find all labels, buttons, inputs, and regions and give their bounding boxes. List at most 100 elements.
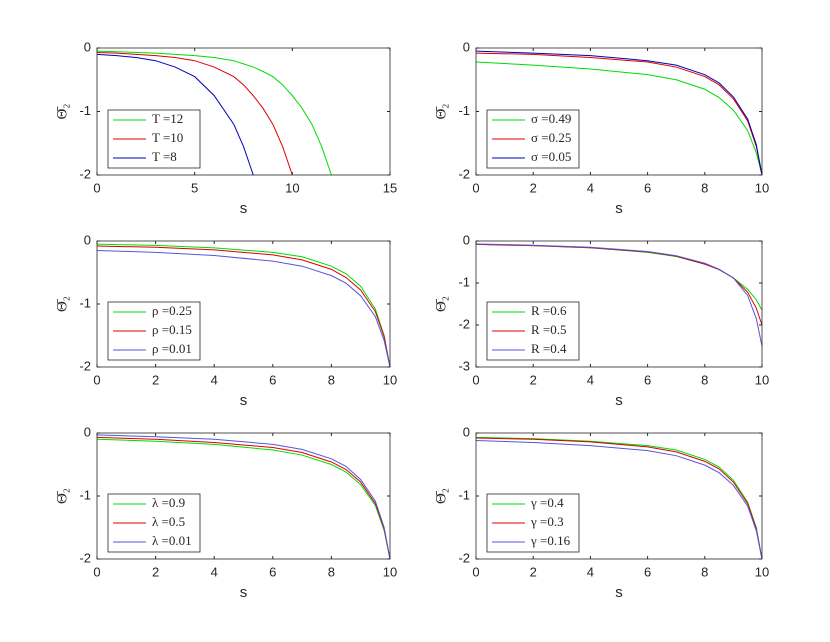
x-tick-label: 5 (191, 180, 198, 195)
x-tick-label: 2 (152, 564, 159, 579)
legend-label: γ =0.4 (530, 495, 564, 510)
x-tick-label: 2 (530, 372, 537, 387)
y-tick-label: -1 (458, 103, 470, 118)
series-line (96, 243, 391, 368)
legend-label: σ =0.49 (531, 111, 571, 126)
legend-label: γ =0.16 (530, 533, 571, 548)
legend-label: λ =0.9 (152, 495, 185, 510)
y-tick-label: -2 (79, 358, 91, 373)
series-line (475, 61, 763, 176)
y-tick-label: -1 (458, 487, 470, 502)
x-tick-label: 8 (701, 180, 708, 195)
x-tick-label: 2 (152, 372, 159, 387)
series-line (96, 438, 391, 560)
x-tick-label: 6 (644, 564, 651, 579)
series-line (96, 50, 332, 176)
x-axis-label: s (240, 392, 248, 409)
legend-label: R =0.5 (531, 322, 567, 337)
x-tick-label: 2 (530, 180, 537, 195)
y-tick-label: 0 (84, 39, 91, 54)
y-tick-label: -2 (79, 166, 91, 181)
x-tick-label: 10 (285, 180, 299, 195)
legend-label: R =0.6 (531, 303, 567, 318)
x-tick-label: 4 (211, 372, 218, 387)
x-tick-label: 4 (587, 372, 594, 387)
series-line (475, 243, 763, 347)
y-tick-label: 0 (84, 232, 91, 247)
x-tick-label: 10 (755, 372, 769, 387)
x-tick-label: 0 (472, 564, 479, 579)
series-line (475, 52, 763, 176)
y-axis-label: Θ̄₂ (433, 488, 449, 504)
series-line (475, 437, 763, 560)
x-tick-label: 2 (530, 564, 537, 579)
x-tick-label: 10 (383, 564, 397, 579)
x-tick-label: 4 (211, 564, 218, 579)
y-tick-label: 0 (463, 39, 470, 54)
y-tick-label: 0 (463, 424, 470, 439)
y-axis-label: Θ̄₂ (433, 103, 449, 119)
x-tick-label: 8 (701, 372, 708, 387)
x-tick-label: 0 (93, 180, 100, 195)
x-tick-label: 4 (587, 180, 594, 195)
x-axis-label: s (615, 200, 623, 217)
x-axis-label: s (240, 584, 248, 601)
axes-box (96, 47, 391, 176)
legend-label: λ =0.5 (152, 514, 185, 529)
series-line (475, 50, 763, 176)
axes-box (96, 240, 391, 368)
x-tick-label: 6 (269, 564, 276, 579)
x-axis-label: s (615, 584, 623, 601)
legend-label: ρ =0.01 (152, 341, 192, 356)
y-tick-label: 0 (84, 424, 91, 439)
series-line (96, 436, 391, 560)
x-tick-label: 0 (472, 180, 479, 195)
y-tick-label: -1 (79, 103, 91, 118)
x-tick-label: 8 (328, 372, 335, 387)
x-axis-label: s (615, 392, 623, 409)
x-tick-label: 6 (644, 372, 651, 387)
series-line (96, 245, 391, 368)
x-tick-label: 8 (328, 564, 335, 579)
x-tick-label: 10 (755, 180, 769, 195)
series-line (96, 249, 391, 368)
series-line (96, 434, 391, 560)
x-tick-label: 0 (93, 372, 100, 387)
y-axis-label: Θ̄₂ (54, 103, 70, 119)
x-tick-label: 0 (472, 372, 479, 387)
legend-label: R =0.4 (531, 341, 567, 356)
legend-label: σ =0.05 (531, 149, 571, 164)
axes-box (96, 432, 391, 560)
legend-label: T =8 (152, 149, 177, 164)
legend-label: σ =0.25 (531, 130, 571, 145)
y-tick-label: -1 (458, 274, 470, 289)
y-tick-label: -3 (458, 358, 470, 373)
y-tick-label: 0 (463, 232, 470, 247)
x-tick-label: 6 (269, 372, 276, 387)
y-tick-label: -2 (458, 316, 470, 331)
axes-box (475, 240, 763, 368)
axes-box (475, 432, 763, 560)
series-line (96, 53, 254, 176)
series-line (96, 51, 293, 176)
x-tick-label: 15 (383, 180, 397, 195)
y-axis-label: Θ̄₂ (433, 296, 449, 312)
y-tick-label: -2 (458, 550, 470, 565)
series-line (475, 440, 763, 560)
x-tick-label: 0 (93, 564, 100, 579)
x-tick-label: 10 (383, 372, 397, 387)
y-tick-label: -1 (79, 295, 91, 310)
y-tick-label: -2 (458, 166, 470, 181)
y-axis-label: Θ̄₂ (54, 296, 70, 312)
legend-label: γ =0.3 (530, 514, 564, 529)
x-axis-label: s (240, 200, 248, 217)
x-tick-label: 8 (701, 564, 708, 579)
y-tick-label: -2 (79, 550, 91, 565)
legend-label: ρ =0.25 (152, 303, 192, 318)
x-tick-label: 6 (644, 180, 651, 195)
y-axis-label: Θ̄₂ (54, 488, 70, 504)
legend-label: T =12 (152, 111, 183, 126)
axes-box (475, 47, 763, 176)
x-tick-label: 4 (587, 564, 594, 579)
